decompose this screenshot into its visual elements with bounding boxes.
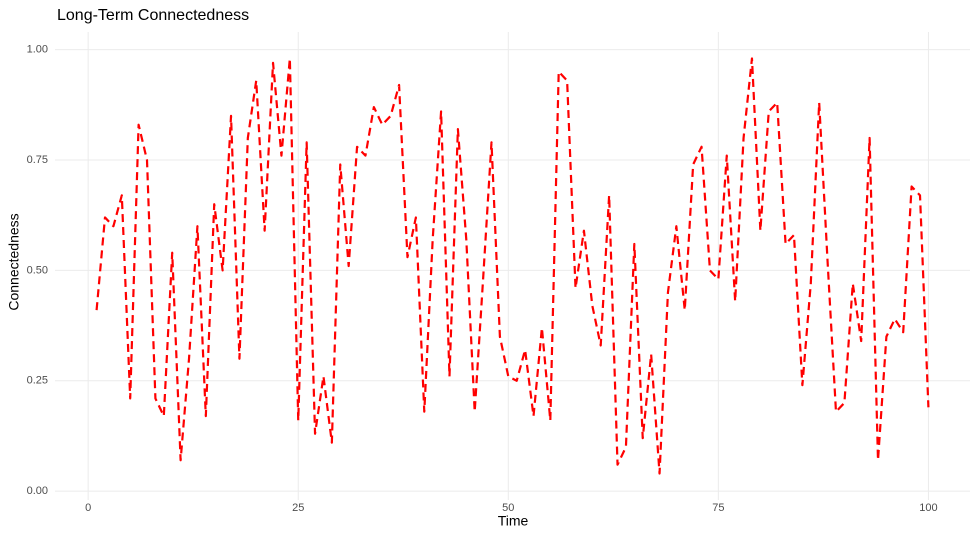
chart-title: Long-Term Connectedness bbox=[57, 7, 249, 24]
y-tick-label: 0.75 bbox=[27, 154, 48, 166]
y-tick-label: 0.50 bbox=[27, 264, 48, 276]
x-tick-label: 50 bbox=[502, 502, 514, 514]
x-tick-label: 100 bbox=[919, 502, 937, 514]
x-axis-label: Time bbox=[498, 513, 529, 529]
data-line bbox=[95, 57, 930, 475]
x-tick-label: 0 bbox=[85, 502, 91, 514]
y-tick-label: 0.00 bbox=[27, 485, 48, 497]
y-tick-label: 0.25 bbox=[27, 375, 48, 387]
x-tick-label: 75 bbox=[712, 502, 724, 514]
y-axis-label: Connectedness bbox=[6, 213, 22, 310]
y-tick-label: 1.00 bbox=[27, 44, 48, 56]
x-tick-label: 25 bbox=[292, 502, 304, 514]
